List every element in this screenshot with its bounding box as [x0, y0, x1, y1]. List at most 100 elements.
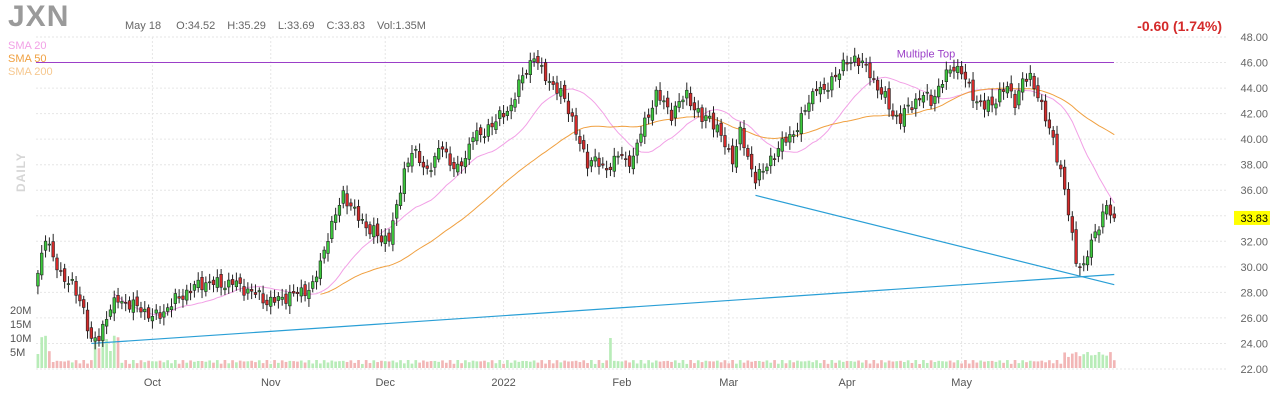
volume-bar [471, 360, 475, 368]
volume-bar [40, 337, 44, 368]
candle-body [795, 130, 800, 133]
moving-averages [113, 76, 1115, 316]
ohlc-readout: May 18 O:34.52 H:35.29 L:33.69 C:33.83 Vol:1… [125, 20, 438, 32]
candle-body [177, 296, 181, 299]
candle-body [406, 162, 410, 167]
candle-body [788, 134, 792, 143]
x-tick-label: May [951, 377, 972, 389]
volume-bar [521, 360, 524, 368]
volume-bar [502, 363, 505, 368]
volume-bar [78, 363, 82, 368]
volume-bar [525, 361, 528, 368]
candle-body [727, 148, 731, 150]
volume-bar [555, 360, 559, 368]
volume-bar [128, 363, 131, 368]
candle-body [666, 97, 670, 108]
candle-body [1028, 72, 1032, 80]
candle-body [532, 58, 536, 62]
candle-body [589, 160, 593, 167]
candle-body [47, 243, 51, 246]
volume-bar [303, 362, 307, 368]
candle-body [742, 128, 746, 149]
candle-body [792, 134, 796, 137]
volume-bar [708, 361, 712, 368]
volume-bar [112, 335, 116, 368]
candle-body [784, 136, 788, 143]
volume-bar [116, 337, 120, 368]
candle-body [685, 89, 689, 99]
candle-body [750, 153, 754, 170]
volume-bar [292, 361, 295, 368]
volume-bar [196, 360, 200, 368]
volume-bar [574, 360, 578, 368]
candle-body [864, 63, 868, 66]
volume-bar [433, 360, 437, 368]
candle-body [769, 155, 773, 167]
candle-body [143, 308, 147, 313]
price-grid [36, 36, 1226, 370]
candle-body [444, 148, 448, 153]
volume-bar [895, 361, 899, 368]
volume-bar [773, 360, 776, 368]
candle-body [967, 81, 971, 84]
candle-body [74, 281, 78, 296]
candle-body [513, 99, 517, 108]
candle-body [948, 69, 952, 74]
volume-bar [899, 360, 902, 368]
trendlines: Multiple Top [36, 49, 1115, 345]
volume-bar [1063, 352, 1066, 368]
candle-body [280, 296, 284, 300]
candle-body [383, 235, 387, 244]
volume-bar [48, 351, 51, 368]
volume-bar [796, 360, 799, 368]
y-tick-label: 38.00 [1240, 160, 1268, 172]
candle-body [868, 62, 872, 79]
candle-body [543, 62, 548, 82]
candle-body [620, 154, 624, 157]
volume-bar [551, 363, 555, 368]
high-value: H:35.29 [227, 20, 266, 32]
volume-bar [490, 360, 494, 368]
candle-body [1093, 231, 1097, 239]
volume-bar [143, 362, 147, 368]
volume-bar [330, 360, 334, 368]
candle-body [124, 301, 128, 304]
volume-bar [799, 361, 803, 368]
last-price-label: 33.83 [1240, 213, 1268, 225]
volume-bar [97, 348, 101, 368]
volume-bar [815, 360, 818, 368]
volume-bar [1028, 360, 1032, 368]
volume-bar [1013, 360, 1017, 368]
volume-bar [906, 360, 910, 368]
volume-bar [509, 362, 513, 368]
volume-bars [36, 334, 1116, 368]
volume-bar [673, 360, 677, 368]
candle-body [570, 112, 574, 117]
volume-bar [635, 363, 639, 368]
volume-bar [643, 363, 647, 368]
volume-bar [780, 360, 784, 368]
legend-sma200: SMA 200 [8, 66, 53, 78]
volume-bar [70, 362, 74, 368]
y-tick-label: 40.00 [1240, 134, 1268, 146]
candle-body [398, 192, 403, 206]
volume-bar [63, 361, 66, 368]
candle-body [875, 79, 880, 91]
candle-body [368, 224, 372, 235]
volume-bar [151, 361, 154, 368]
candle-body [433, 156, 437, 168]
candle-body [494, 121, 498, 130]
volume-tick-label: 5M [10, 347, 25, 359]
candle-body [62, 268, 67, 282]
candle-body [601, 163, 605, 166]
candle-body [440, 146, 445, 150]
candle-body [937, 85, 941, 98]
volume-bar [319, 363, 322, 368]
volume-bar [803, 361, 807, 368]
volume-bar [769, 362, 773, 368]
y-tick-label: 32.00 [1240, 236, 1268, 248]
volume-bar [532, 360, 536, 368]
volume-bar [994, 361, 998, 368]
candle-body [230, 279, 235, 285]
volume-bar [391, 360, 395, 368]
